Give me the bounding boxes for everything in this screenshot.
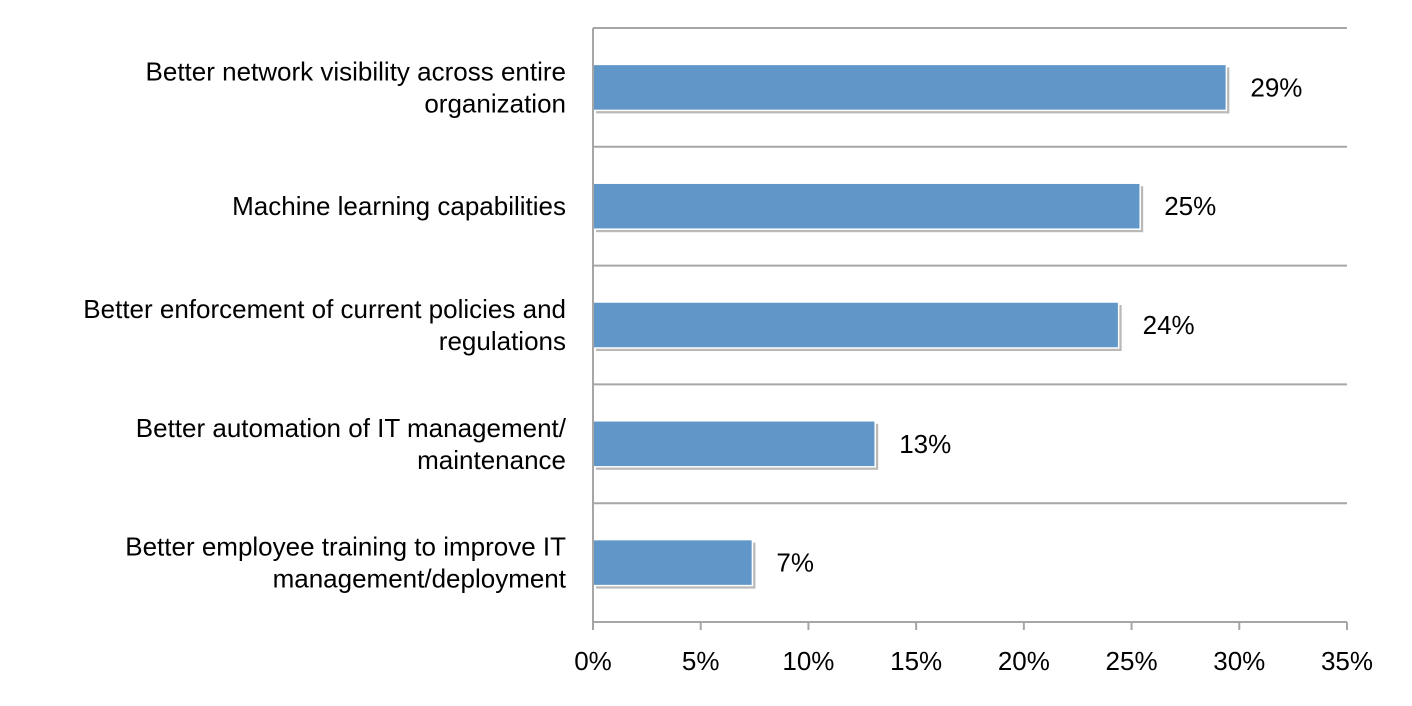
x-tick-label: 15% (890, 646, 942, 676)
bar-value-label: 24% (1143, 310, 1195, 340)
category-label: Better network visibility across entire o… (146, 56, 566, 118)
x-tick-label: 10% (782, 646, 834, 676)
bars (592, 63, 1230, 589)
bar-value-label: 7% (776, 548, 814, 578)
category-label-line: Better enforcement of current policies a… (83, 294, 566, 324)
category-label: Better enforcement of current policies a… (83, 294, 566, 356)
category-label-line: maintenance (417, 445, 566, 475)
category-label-line: management/deployment (273, 564, 567, 594)
bar (592, 301, 1120, 349)
x-tick-label: 0% (574, 646, 612, 676)
bar-value-label: 25% (1164, 191, 1216, 221)
category-label-line: organization (424, 88, 566, 118)
category-label: Machine learning capabilities (232, 191, 566, 221)
bar (592, 420, 876, 468)
bar (592, 538, 754, 587)
bar (592, 63, 1228, 112)
x-tick-label: 30% (1213, 646, 1265, 676)
bar-value-label: 13% (899, 429, 951, 459)
x-tick-label: 20% (998, 646, 1050, 676)
x-tick-label: 35% (1321, 646, 1373, 676)
category-label-line: Better automation of IT management/ (136, 413, 567, 443)
category-label-line: regulations (439, 326, 566, 356)
labels: 29% Better network visibility across enti… (83, 56, 1373, 676)
axes (592, 28, 1348, 630)
category-label-line: Machine learning capabilities (232, 191, 566, 221)
category-label-line: Better employee training to improve IT (125, 532, 566, 562)
category-label: Better employee training to improve IT ma… (125, 532, 567, 594)
x-tick-label: 25% (1106, 646, 1158, 676)
category-label: Better automation of IT management/maint… (136, 413, 567, 475)
gridlines (593, 27, 1347, 505)
bar-value-label: 29% (1250, 72, 1302, 102)
bar (592, 182, 1141, 230)
category-label-line: Better network visibility across entire (146, 56, 566, 86)
x-tick-label: 5% (682, 646, 720, 676)
